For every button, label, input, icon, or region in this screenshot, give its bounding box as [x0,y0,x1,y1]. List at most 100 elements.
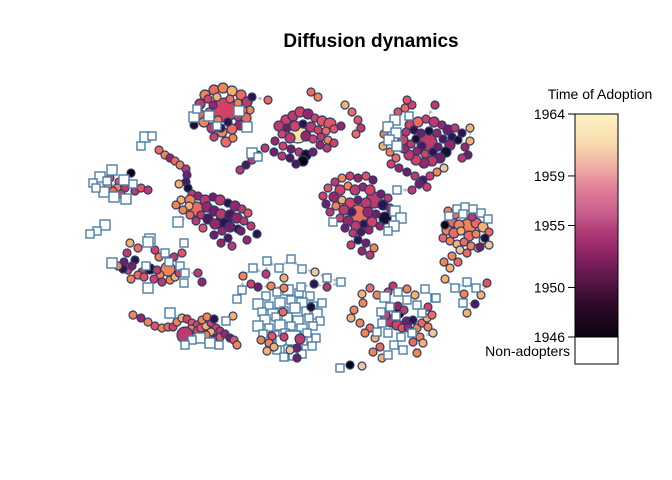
non-adopter-node [385,302,395,312]
non-adopter-node [203,110,215,122]
adopter-node [139,272,149,282]
adopter-node [465,136,475,146]
non-adopter-node [383,350,393,360]
adopter-node [471,229,481,239]
adopter-node [143,317,153,327]
adopter-node [128,310,138,320]
non-adopter-node [335,363,345,373]
non-adopter-node [458,209,468,219]
adopter-node [462,308,472,318]
non-adopter-node [377,318,387,328]
adopter-node [375,221,385,231]
adopter-node [439,163,449,173]
adopter-node [143,185,153,195]
adopter-node [402,284,412,294]
legend-ticks: 1964 1959 1955 1950 1946 [534,106,575,345]
adopter-node [279,283,289,293]
adopter-node [459,237,469,247]
adopter-node [256,335,266,345]
non-adopter-node [483,214,493,224]
adopter-node [418,338,428,348]
adopter-node [420,149,430,159]
adopter-node [154,145,164,155]
adopter-node [125,238,135,248]
adopter-node [340,100,350,110]
non-adopter-node [164,307,176,319]
adopter-node [346,313,356,323]
adopter-node [331,201,341,211]
non-adopter-node [106,164,118,176]
non-adopter-node [391,311,401,321]
non-adopter-node [431,293,441,303]
adopter-node [270,136,280,146]
non-adopter-node [172,216,184,228]
non-adopter-node [180,268,190,278]
non-adopter-node [383,134,395,146]
adopter-node [355,318,365,328]
adopter-node [347,107,357,117]
non-adopter-node [289,302,301,314]
adopter-node [150,245,160,255]
non-adopter-node [450,283,460,293]
non-adopter-node [396,332,406,342]
adopter-node [178,205,188,215]
adopter-node [277,129,287,139]
adopter-node [365,283,375,293]
adopter-node [306,87,316,97]
adopter-node [394,163,404,173]
non-adopter-node [372,327,382,337]
adopter-node [235,165,245,175]
adopter-node [408,337,418,347]
adopter-node [407,185,417,195]
adopter-node [432,128,442,138]
adopter-node [263,95,273,105]
adopter-node [417,141,427,151]
adopter-node [325,207,335,217]
adopter-node [368,175,378,185]
adopter-node [310,267,320,277]
non-adopter-node [179,238,189,248]
non-adopter-node [102,176,112,186]
adopter-node [337,173,347,183]
adopter-node [364,225,374,235]
adopter-node [238,271,248,281]
legend-tick-label: 1959 [534,168,565,184]
adopter-node [241,160,251,170]
adopter-node [456,226,466,236]
adopter-node [462,248,472,258]
adopter-node [216,238,226,248]
non-adopter-node [468,204,478,214]
adopter-node [475,242,485,252]
adopter-node [353,115,363,125]
adopter-node [208,100,218,110]
non-adopter-node [395,212,407,224]
adopter-node [278,141,288,151]
adopter-node [361,238,371,248]
adopter-node [197,277,207,287]
adopter-node [157,277,167,287]
non-adopter-node [233,105,245,117]
adopter-node [410,290,420,300]
non-adopter-node [476,208,486,218]
adopter-node [246,221,256,231]
adopter-node [313,92,323,102]
adopter-node [440,274,450,284]
non-adopter-node [85,229,95,239]
non-adopter-node [315,316,325,326]
adopter-node [260,143,270,153]
non-adopter-node [160,248,170,258]
adopter-node [361,171,371,181]
adopter-node [269,342,279,352]
adopter-node [323,183,333,193]
non-adopter-node [261,291,271,301]
adopter-node [480,233,490,243]
adopter-node [356,227,366,237]
adopter-node [336,121,346,131]
adopter-node [476,290,486,300]
adopter-node [376,189,386,199]
non-adopter-node [142,282,154,294]
adopter-node [378,211,392,225]
adopter-node [239,216,249,226]
adopter-node [356,123,366,133]
